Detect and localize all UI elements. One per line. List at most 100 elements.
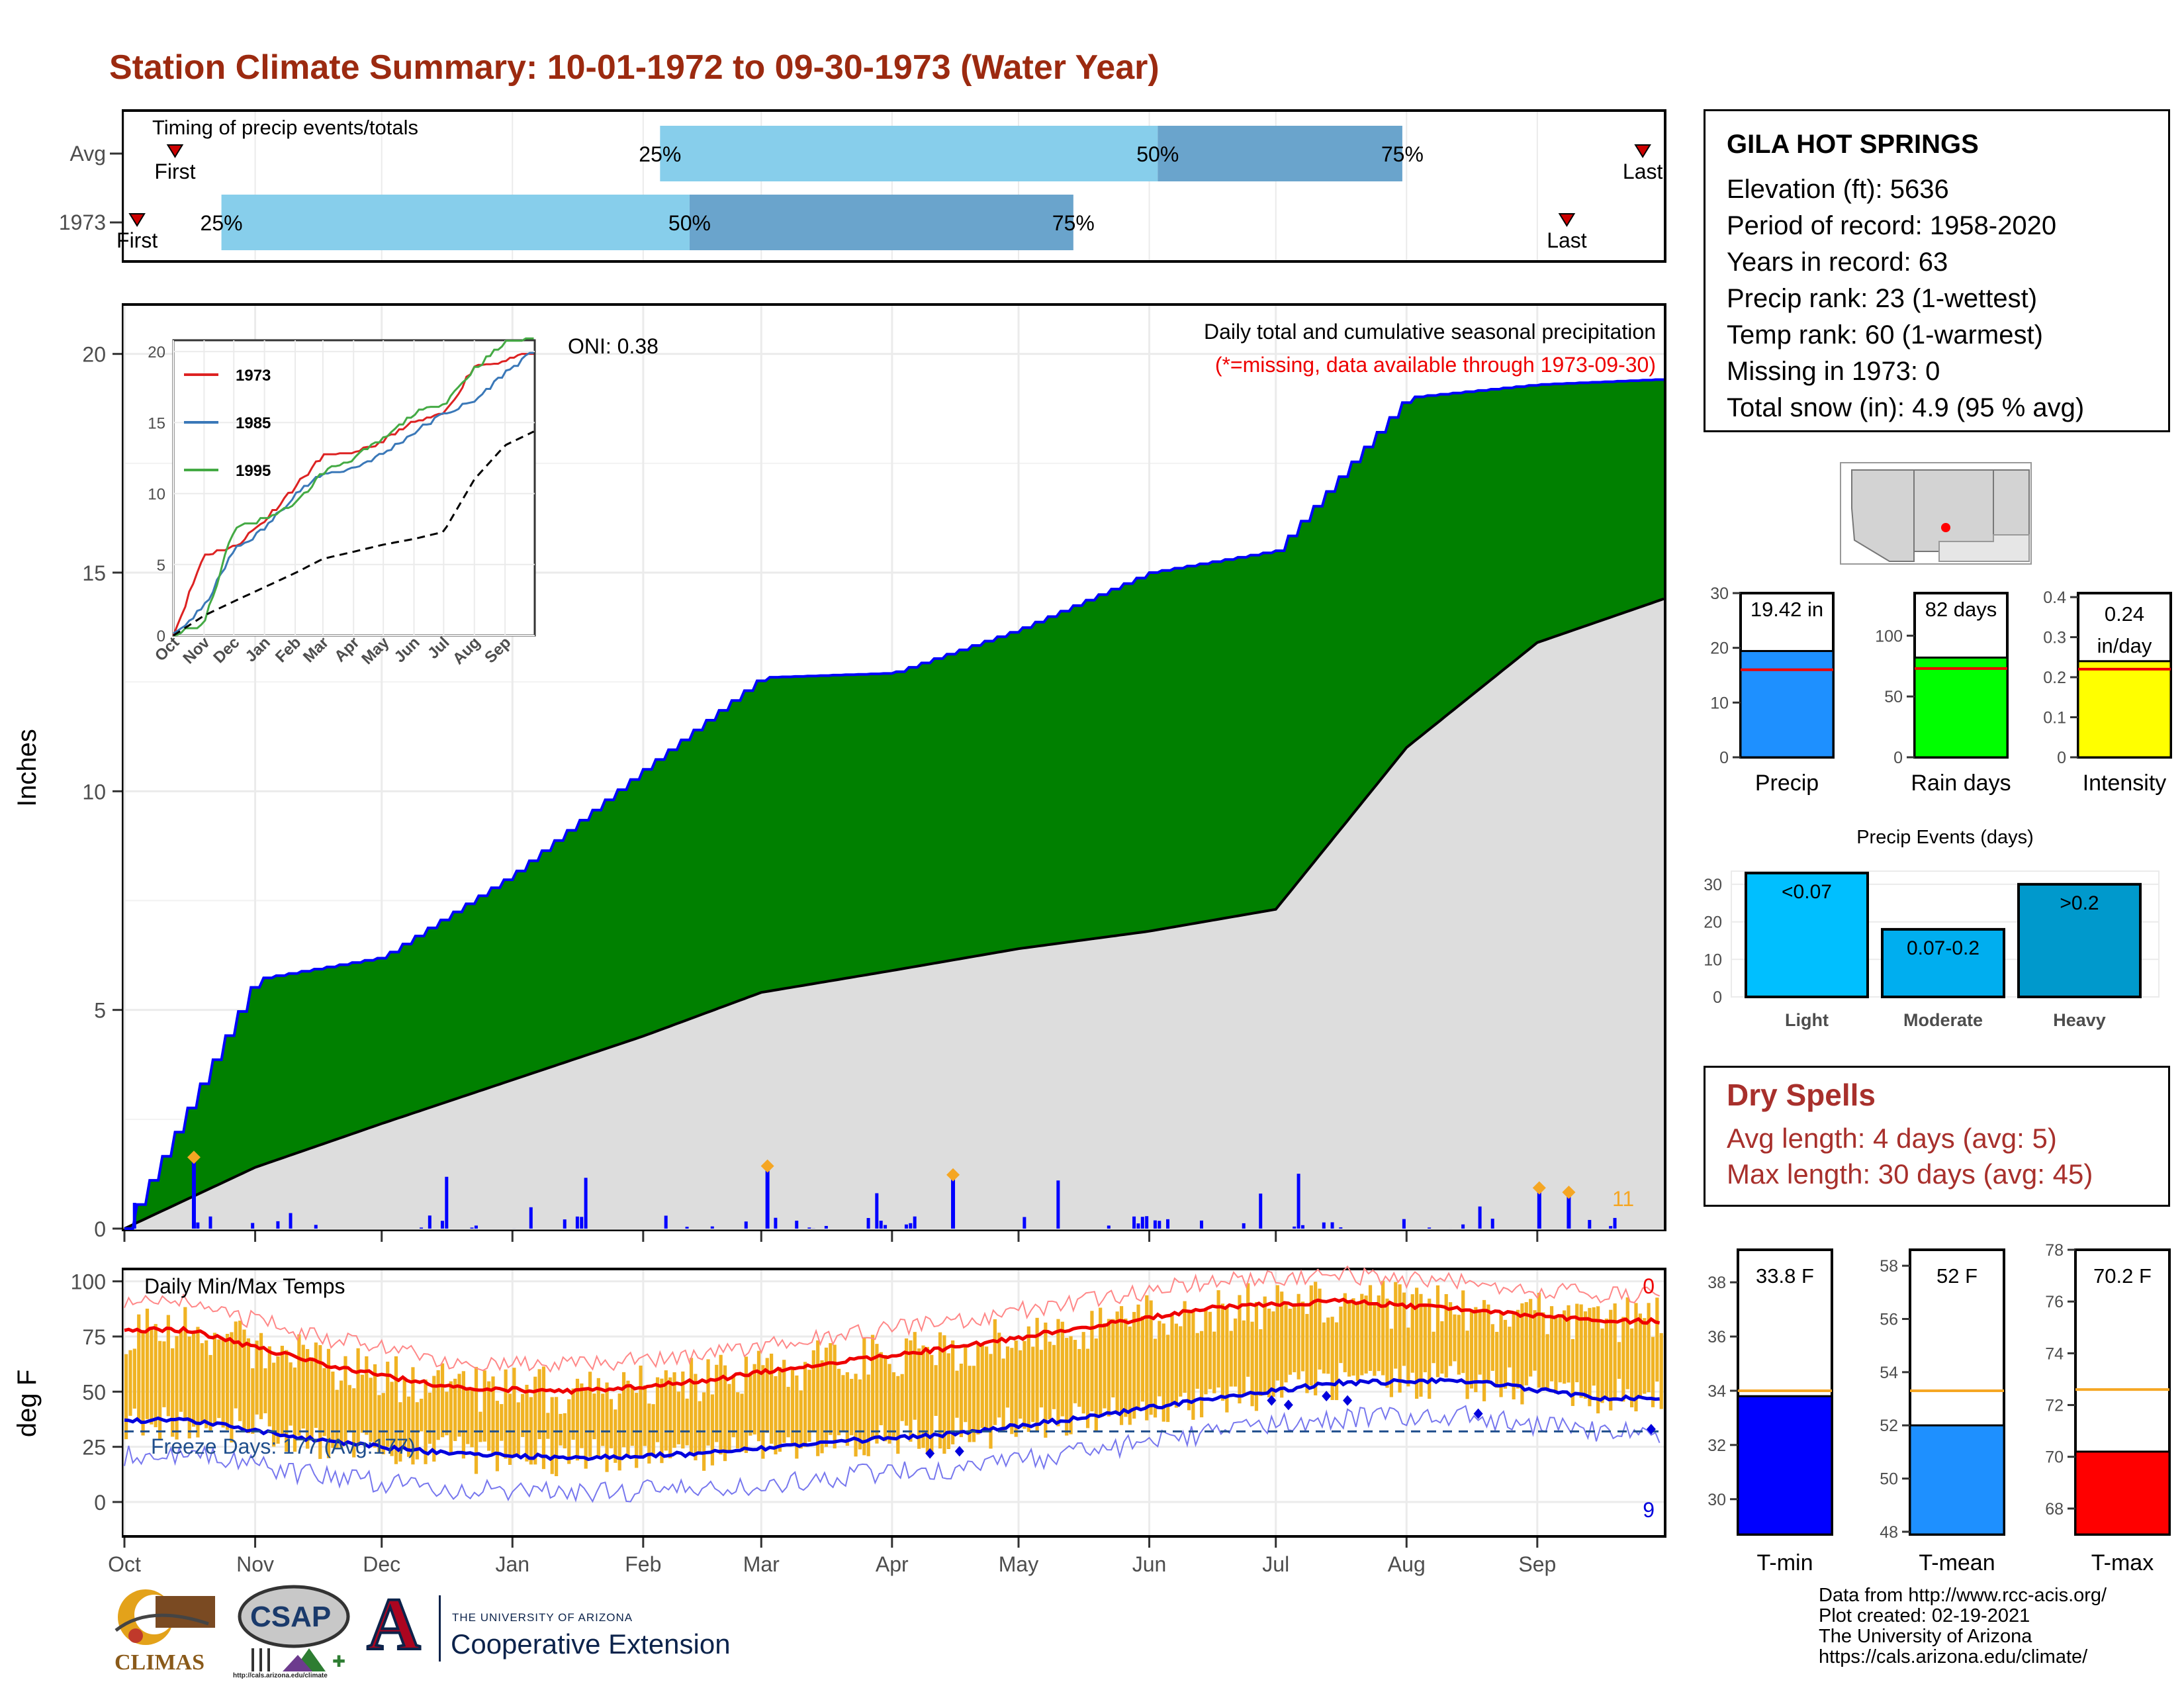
temp-chart-title: Daily Min/Max Temps (144, 1274, 345, 1298)
precip-y-tick-label: 15 (82, 561, 106, 585)
daily-precip-bar (208, 1216, 212, 1229)
daily-precip-bar (132, 1203, 136, 1229)
daily-temp-bar (614, 1409, 617, 1463)
record-low-marker (1322, 1391, 1332, 1401)
daily-temp-bar (1529, 1299, 1533, 1377)
daily-temp-bar (689, 1358, 694, 1454)
daily-temp-bar (1385, 1298, 1389, 1388)
daily-temp-bar (1600, 1328, 1604, 1403)
daily-temp-bar (529, 1397, 533, 1465)
record-low-marker (1283, 1399, 1293, 1411)
ua-logo-letter: A (366, 1583, 422, 1665)
inset-series-1995 (173, 337, 534, 637)
daily-temp-bar (917, 1348, 921, 1449)
daily-temp-bar (896, 1376, 900, 1454)
precip-events-category: Moderate (1903, 1010, 1983, 1030)
timing-pct-label: 75% (1052, 211, 1095, 235)
side-panel-tick-label: 0 (2057, 749, 2066, 767)
daily-temp-bar (301, 1344, 305, 1429)
record-low-marker (954, 1446, 964, 1457)
daily-temp-bar (1275, 1285, 1279, 1381)
daily-temp-bar (790, 1368, 795, 1444)
daily-temp-bar (685, 1398, 689, 1446)
daily-temp-bar (1567, 1305, 1570, 1383)
daily-temp-bar (340, 1380, 343, 1450)
precip-y-tick-label: 0 (94, 1217, 106, 1241)
daily-temp-bar (1300, 1301, 1305, 1372)
daily-temp-bar (1090, 1311, 1094, 1412)
daily-temp-bar (1094, 1338, 1098, 1432)
daily-temp-bar (1018, 1350, 1023, 1419)
precip-events-category: Heavy (2053, 1010, 2106, 1030)
temp-summary-bar (1737, 1395, 1833, 1536)
daily-temp-bar (609, 1399, 614, 1448)
timing-last-marker (1558, 213, 1576, 227)
timing-pct-label: 50% (668, 211, 711, 235)
daily-temp-bar (1545, 1334, 1549, 1390)
daily-temp-bar (736, 1392, 740, 1449)
temp-x-tick-label: Feb (625, 1552, 661, 1576)
daily-temp-bar (1638, 1313, 1642, 1399)
daily-temp-bar (1334, 1322, 1339, 1401)
daily-temp-bar (145, 1308, 150, 1419)
daily-temp-bar (635, 1393, 639, 1468)
temp-x-tick-label: Apr (876, 1552, 909, 1576)
record-low-marker (1267, 1395, 1277, 1406)
daily-temp-bar (1271, 1311, 1275, 1397)
daily-temp-bar (1204, 1309, 1208, 1395)
daily-precip-bar (1330, 1222, 1334, 1229)
side-panel-bar (1739, 649, 1835, 759)
daily-temp-bar (1026, 1326, 1030, 1432)
daily-temp-bar (1512, 1313, 1516, 1400)
daily-temp-bar (386, 1362, 390, 1447)
daily-precip-bar (1056, 1180, 1060, 1229)
daily-temp-bar (521, 1393, 525, 1437)
daily-precip-bar (795, 1221, 799, 1229)
daily-temp-bar (985, 1346, 989, 1432)
daily-temp-bar (377, 1395, 381, 1453)
inset-legend-label: 1985 (236, 414, 271, 432)
daily-temp-bar (934, 1365, 938, 1416)
temp-summary-tick-label: 34 (1707, 1382, 1726, 1401)
daily-temp-bar (238, 1321, 242, 1421)
daily-temp-bar (1242, 1320, 1246, 1395)
daily-temp-bar (951, 1340, 955, 1444)
temp-summary-tick-label: 58 (1880, 1257, 1898, 1276)
temp-summary-tick-label: 68 (2045, 1500, 2064, 1519)
daily-precip-bar (1588, 1219, 1592, 1229)
timing-bar-q3 (1158, 126, 1402, 181)
precip-events-bar (2017, 882, 2142, 998)
daily-temp-bar (1267, 1308, 1271, 1397)
daily-temp-bar (891, 1372, 896, 1440)
daily-temp-bar (411, 1367, 415, 1465)
daily-precip-bar (807, 1227, 811, 1229)
daily-temp-bar (1238, 1295, 1242, 1404)
daily-temp-bar (267, 1346, 271, 1427)
daily-temp-bar (778, 1367, 782, 1452)
timing-pct-label: 50% (1136, 142, 1179, 166)
daily-temp-bar (1284, 1302, 1288, 1383)
daily-temp-bar (887, 1364, 891, 1444)
daily-temp-bar (1402, 1292, 1406, 1366)
daily-precip-bar (1145, 1216, 1149, 1229)
daily-precip-bar (1428, 1227, 1432, 1229)
daily-precip-bar (765, 1167, 770, 1229)
daily-temp-bar (584, 1389, 588, 1469)
daily-temp-bar (1647, 1303, 1651, 1393)
daily-temp-bar (1010, 1348, 1014, 1434)
daily-temp-bar (461, 1371, 466, 1459)
credits: Data from http://www.rcc-acis.org/ Plot … (1819, 1585, 2107, 1667)
daily-temp-bar (1145, 1295, 1149, 1421)
daily-temp-bar (1208, 1311, 1212, 1389)
daily-temp-bar (179, 1329, 183, 1412)
daily-precip-bar (1490, 1219, 1494, 1229)
daily-temp-bar (668, 1377, 672, 1459)
daily-temp-bar (242, 1329, 246, 1432)
station-years: Years in record: 63 (1727, 248, 1948, 277)
daily-temp-bar (1621, 1317, 1625, 1402)
daily-temp-bar (647, 1403, 651, 1464)
daily-temp-bar (512, 1368, 516, 1456)
daily-temp-bar (672, 1372, 676, 1448)
daily-temp-bar (1541, 1312, 1545, 1389)
daily-temp-bar (360, 1374, 365, 1433)
